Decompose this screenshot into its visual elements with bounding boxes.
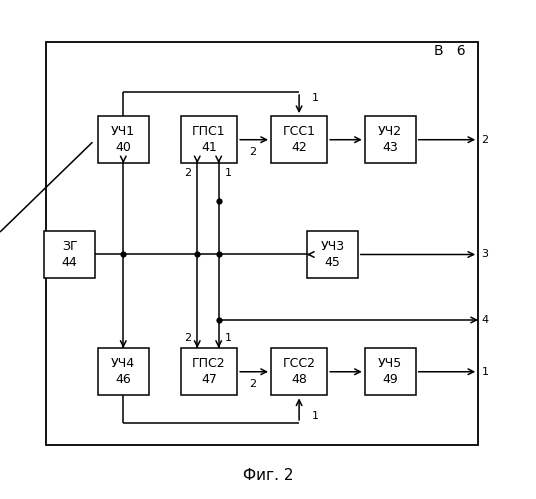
Text: УЧ1
40: УЧ1 40 bbox=[111, 125, 136, 154]
Text: 1: 1 bbox=[481, 367, 489, 377]
Text: 4: 4 bbox=[481, 315, 489, 325]
Text: 1: 1 bbox=[311, 411, 319, 421]
Text: УЧ5
49: УЧ5 49 bbox=[378, 357, 403, 386]
Text: 2: 2 bbox=[249, 147, 256, 157]
Bar bbox=[364, 116, 416, 164]
Bar bbox=[271, 348, 327, 395]
Bar bbox=[364, 348, 416, 395]
Text: ГПС2
47: ГПС2 47 bbox=[192, 357, 226, 386]
Bar bbox=[98, 348, 148, 395]
Text: 1: 1 bbox=[225, 168, 232, 179]
Text: Фиг. 2: Фиг. 2 bbox=[243, 468, 293, 483]
Bar bbox=[98, 116, 148, 164]
Bar bbox=[44, 231, 95, 278]
Text: 1: 1 bbox=[225, 333, 232, 343]
Text: 2: 2 bbox=[184, 333, 191, 343]
Text: 2: 2 bbox=[481, 135, 489, 145]
Bar bbox=[46, 42, 478, 445]
Text: УЧ2
43: УЧ2 43 bbox=[378, 125, 403, 154]
Text: ГСС1
42: ГСС1 42 bbox=[282, 125, 316, 154]
Bar bbox=[181, 348, 237, 395]
Text: 2: 2 bbox=[184, 168, 191, 179]
Bar bbox=[307, 231, 358, 278]
Text: 3: 3 bbox=[481, 250, 489, 259]
Text: УЧ4
46: УЧ4 46 bbox=[111, 357, 136, 386]
Text: ЗГ
44: ЗГ 44 bbox=[62, 240, 78, 269]
Text: 2: 2 bbox=[249, 379, 256, 389]
Text: УЧ3
45: УЧ3 45 bbox=[320, 240, 345, 269]
Text: В   6: В 6 bbox=[434, 44, 466, 58]
Bar bbox=[271, 116, 327, 164]
Text: ГПС1
41: ГПС1 41 bbox=[192, 125, 226, 154]
Text: ГСС2
48: ГСС2 48 bbox=[282, 357, 316, 386]
Bar bbox=[181, 116, 237, 164]
Text: 1: 1 bbox=[311, 93, 319, 103]
